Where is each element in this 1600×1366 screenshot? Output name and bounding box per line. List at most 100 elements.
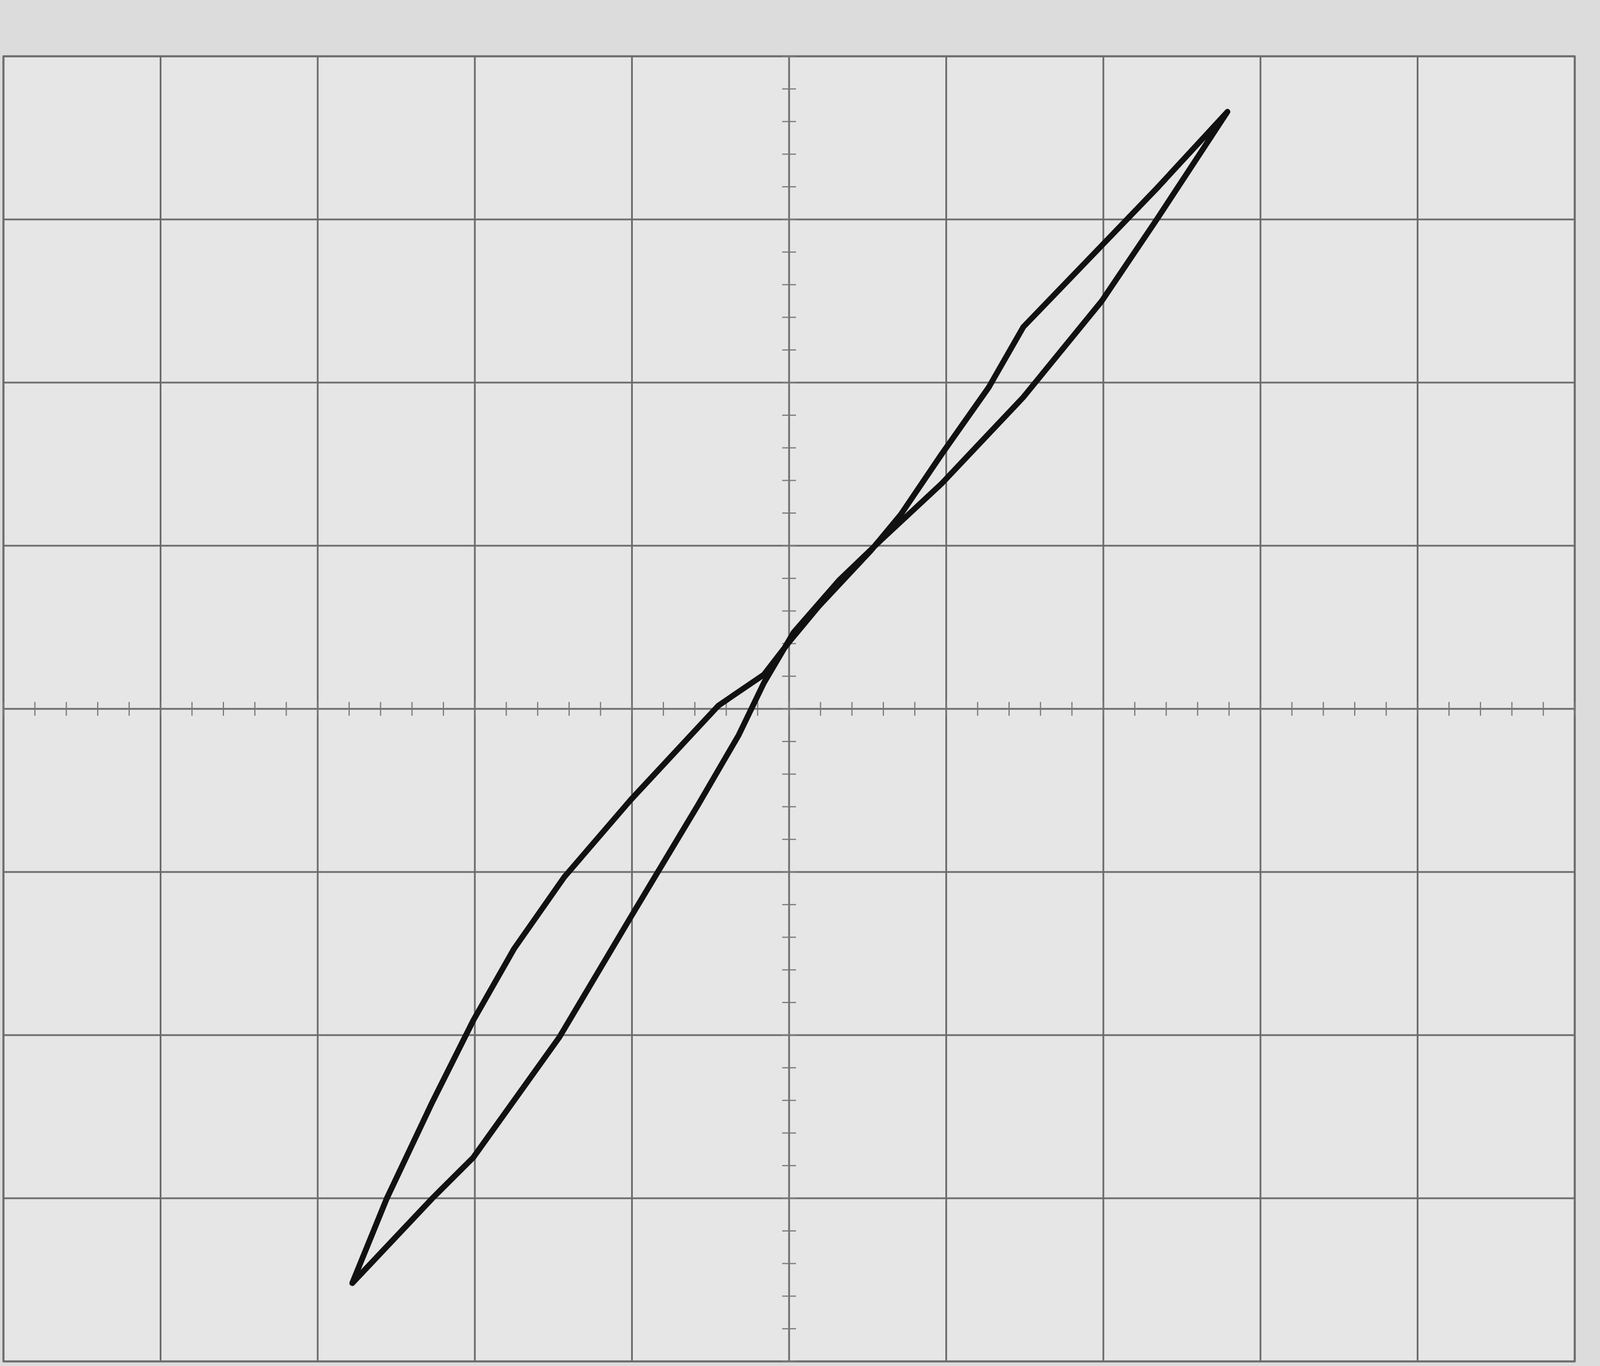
minor-tick bbox=[782, 251, 796, 253]
minor-tick bbox=[1322, 701, 1324, 716]
minor-tick bbox=[1040, 701, 1042, 716]
minor-tick bbox=[1165, 701, 1167, 716]
minor-tick bbox=[442, 701, 444, 716]
minor-tick bbox=[756, 701, 759, 716]
minor-tick bbox=[1354, 701, 1356, 716]
minor-tick bbox=[1416, 701, 1418, 716]
minor-tick bbox=[1385, 701, 1387, 716]
minor-tick bbox=[782, 88, 796, 90]
minor-tick bbox=[1008, 701, 1010, 716]
minor-tick bbox=[782, 1099, 796, 1101]
minor-tick bbox=[882, 701, 884, 716]
minor-tick bbox=[945, 701, 948, 716]
minor-tick bbox=[782, 479, 796, 481]
minor-tick bbox=[348, 701, 350, 716]
minor-tick bbox=[1574, 701, 1576, 716]
minor-tick bbox=[782, 936, 796, 938]
minor-tick bbox=[782, 512, 796, 514]
minor-tick bbox=[222, 701, 224, 716]
grid-line-y bbox=[3, 55, 1575, 58]
minor-tick bbox=[782, 1327, 796, 1329]
minor-tick bbox=[474, 701, 476, 716]
minor-tick bbox=[97, 701, 99, 716]
minor-tick bbox=[1071, 701, 1073, 716]
minor-tick bbox=[411, 701, 413, 716]
minor-tick bbox=[568, 701, 570, 716]
plot-frame bbox=[3, 56, 1575, 1362]
minor-tick bbox=[782, 1230, 796, 1232]
minor-tick bbox=[1542, 701, 1544, 716]
minor-tick bbox=[782, 447, 796, 449]
minor-tick bbox=[782, 153, 796, 155]
minor-tick bbox=[1479, 701, 1482, 716]
minor-tick bbox=[782, 349, 796, 351]
plot-area bbox=[352, 111, 1228, 1283]
minor-tick bbox=[782, 545, 796, 547]
minor-tick bbox=[1196, 701, 1198, 716]
minor-tick bbox=[782, 675, 796, 677]
minor-tick bbox=[662, 701, 664, 716]
minor-tick bbox=[1102, 701, 1104, 716]
minor-tick bbox=[782, 218, 796, 220]
minor-tick bbox=[160, 701, 162, 716]
minor-tick bbox=[782, 1295, 796, 1297]
minor-tick bbox=[285, 701, 287, 716]
minor-tick bbox=[782, 805, 796, 807]
minor-tick bbox=[782, 1360, 796, 1362]
minor-tick bbox=[782, 121, 796, 123]
minor-tick bbox=[782, 610, 796, 612]
minor-tick bbox=[2, 701, 5, 716]
minor-tick bbox=[317, 701, 319, 716]
minor-tick bbox=[191, 701, 193, 716]
minor-tick bbox=[1260, 701, 1262, 716]
grid-line-y bbox=[3, 871, 1575, 873]
minor-tick bbox=[782, 1034, 796, 1036]
minor-tick bbox=[851, 701, 853, 716]
minor-tick bbox=[1228, 701, 1230, 716]
minor-tick bbox=[725, 701, 728, 716]
minor-tick bbox=[782, 903, 796, 906]
minor-tick bbox=[782, 1164, 796, 1166]
minor-ticks bbox=[3, 56, 1575, 1362]
minor-tick bbox=[380, 701, 382, 716]
trace bbox=[352, 111, 1228, 1283]
minor-tick bbox=[914, 701, 916, 716]
minor-tick bbox=[976, 701, 979, 716]
grid-line-y bbox=[3, 1360, 1575, 1363]
grid-line-y bbox=[3, 545, 1575, 547]
minor-tick bbox=[782, 871, 796, 873]
background bbox=[0, 0, 1600, 1366]
minor-tick bbox=[1134, 701, 1136, 716]
screen bbox=[3, 56, 1575, 1362]
minor-tick bbox=[782, 1262, 796, 1265]
minor-tick bbox=[782, 1067, 796, 1069]
minor-tick bbox=[782, 838, 796, 840]
minor-tick bbox=[782, 773, 796, 775]
minor-tick bbox=[782, 1131, 796, 1134]
minor-tick bbox=[536, 701, 539, 716]
minor-tick bbox=[65, 701, 67, 716]
minor-tick bbox=[782, 284, 796, 286]
grid-line-y bbox=[3, 381, 1575, 384]
minor-tick bbox=[782, 740, 796, 742]
minor-tick bbox=[782, 414, 796, 416]
grid-line-y bbox=[3, 1034, 1575, 1037]
minor-tick bbox=[782, 381, 796, 384]
minor-tick bbox=[1448, 701, 1450, 716]
minor-tick bbox=[600, 701, 602, 716]
minor-tick bbox=[782, 1197, 796, 1199]
chart bbox=[0, 0, 1600, 1366]
minor-tick bbox=[254, 701, 256, 716]
minor-tick bbox=[782, 968, 796, 970]
minor-tick bbox=[694, 701, 696, 716]
minor-tick bbox=[782, 186, 796, 188]
grid-line-y bbox=[3, 1197, 1575, 1200]
minor-tick bbox=[782, 577, 796, 579]
minor-tick bbox=[505, 701, 508, 716]
grid-line-y bbox=[3, 218, 1575, 221]
minor-tick bbox=[631, 701, 633, 716]
minor-tick bbox=[782, 316, 796, 318]
minor-tick bbox=[128, 701, 130, 716]
minor-tick bbox=[782, 55, 796, 57]
minor-tick bbox=[1291, 701, 1293, 716]
